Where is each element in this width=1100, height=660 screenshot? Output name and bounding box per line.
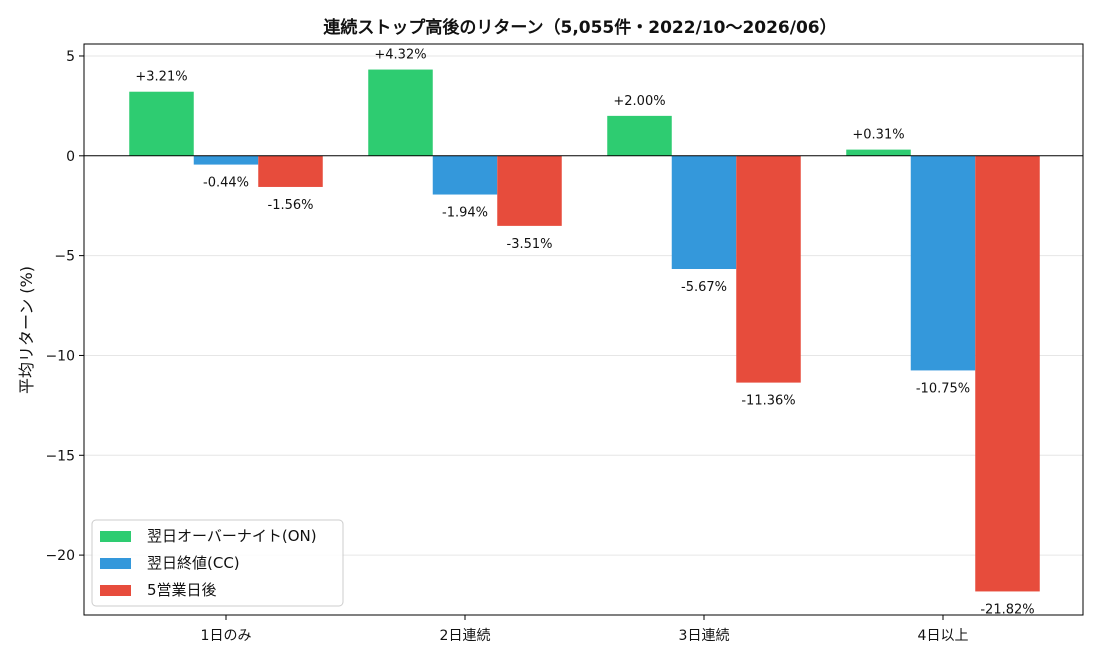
legend-label: 翌日オーバーナイト(ON) [147,527,317,545]
legend-swatch [100,558,131,569]
legend-swatch [100,531,131,542]
data-label: -3.51% [507,237,553,252]
data-label: -1.56% [268,198,314,213]
y-tick-label: −10 [45,348,75,364]
data-label: -11.36% [741,394,795,409]
bar [671,155,737,270]
data-label: +0.31% [852,128,904,143]
y-tick-label: −15 [45,448,75,464]
y-axis-ticks: 5 0 −5 −10 −15 −20 [45,49,84,564]
x-tick-label: 2日連続 [440,627,491,644]
bar [975,155,1040,592]
bar [368,69,433,156]
x-tick-label: 3日連続 [679,627,730,644]
y-axis-label: 平均リターン (%) [17,266,36,394]
bar [910,155,976,371]
legend-label: 5営業日後 [147,581,217,599]
y-tick-label: −20 [45,548,75,564]
x-tick-label: 1日のみ [201,628,252,644]
bar [258,155,323,187]
x-axis-ticks: 1日のみ 2日連続 3日連続 4日以上 [201,615,969,644]
data-label: -1.94% [442,206,488,221]
y-tick-label: 0 [66,149,75,165]
x-tick-label: 4日以上 [918,628,969,644]
bar [607,115,672,156]
data-label: -21.82% [980,602,1034,617]
data-labels: +3.21% -0.44% -1.56% +4.32% -1.94% -3.51% +2.0… [135,48,1034,618]
bar [129,91,194,156]
legend-label: 翌日終値(CC) [147,554,240,572]
bar [497,155,562,226]
legend-box [91,519,344,607]
bar [846,149,911,156]
bars [129,69,1040,592]
bar [432,155,498,195]
data-label: +3.21% [135,70,187,85]
data-label: -0.44% [203,176,249,191]
bar [193,155,259,165]
legend-swatch [100,585,131,596]
data-label: +2.00% [613,94,665,109]
bar [736,155,801,383]
plot-frame [83,43,1084,616]
data-label: -10.75% [916,381,970,396]
legend: 翌日オーバーナイト(ON) 翌日終値(CC) 5営業日後 [91,519,344,607]
y-tick-label: 5 [66,49,75,65]
y-tick-label: −5 [54,249,75,265]
chart-title: 連続ストップ高後のリターン（5,055件・2022/10〜2026/06） [323,17,836,38]
data-label: +4.32% [374,48,426,63]
data-label: -5.67% [681,280,727,295]
